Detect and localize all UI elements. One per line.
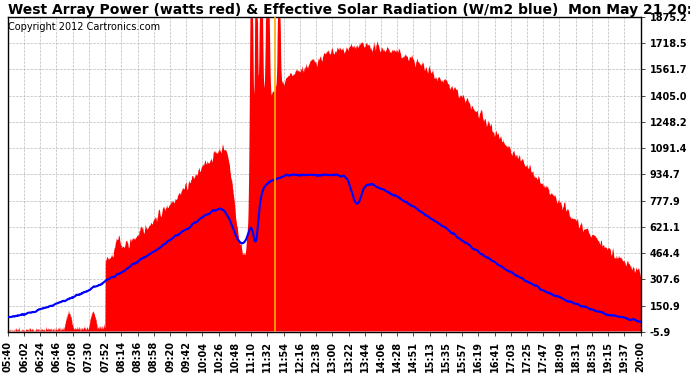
Text: Copyright 2012 Cartronics.com: Copyright 2012 Cartronics.com	[8, 21, 161, 32]
Text: West Array Power (watts red) & Effective Solar Radiation (W/m2 blue)  Mon May 21: West Array Power (watts red) & Effective…	[8, 3, 690, 17]
